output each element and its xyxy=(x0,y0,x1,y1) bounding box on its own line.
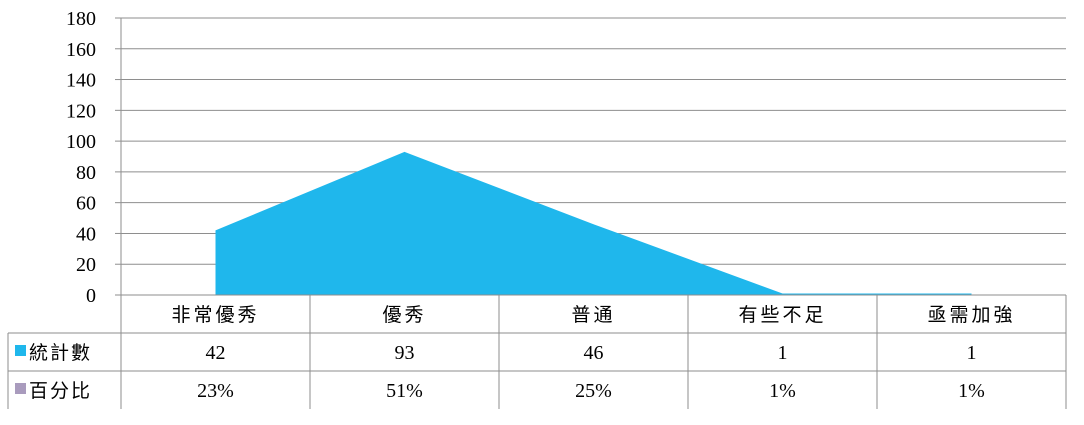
y-tick-label: 160 xyxy=(66,39,96,61)
y-tick-label: 0 xyxy=(86,285,96,307)
table-cell: 23% xyxy=(197,380,234,402)
category-label: 優秀 xyxy=(382,304,426,326)
table-cell: 25% xyxy=(575,380,612,402)
y-tick-label: 140 xyxy=(66,70,96,92)
legend-key xyxy=(15,383,26,394)
table-cell: 1% xyxy=(769,380,796,402)
table-row-label: 百分比 xyxy=(29,380,92,402)
area-series-count xyxy=(215,151,972,295)
table-cell: 51% xyxy=(386,380,423,402)
category-label: 有些不足 xyxy=(738,304,826,326)
table-cell: 93 xyxy=(395,342,415,364)
table-cell: 1% xyxy=(958,380,985,402)
y-tick-label: 20 xyxy=(76,254,96,276)
table-row-label: 統計數 xyxy=(29,342,92,364)
table-cell: 1 xyxy=(967,342,977,364)
y-tick-label: 80 xyxy=(76,162,96,184)
table-cell: 1 xyxy=(778,342,788,364)
category-label: 亟需加強 xyxy=(927,304,1015,326)
table-cell: 42 xyxy=(206,342,226,364)
y-tick-label: 180 xyxy=(66,8,96,30)
category-label: 非常優秀 xyxy=(171,304,259,326)
y-tick-label: 60 xyxy=(76,193,96,215)
y-tick-label: 120 xyxy=(66,100,96,122)
table-cell: 46 xyxy=(584,342,604,364)
y-tick-label: 40 xyxy=(76,223,96,245)
legend-key xyxy=(15,345,26,356)
category-label: 普通 xyxy=(571,304,615,326)
y-tick-label: 100 xyxy=(66,131,96,153)
